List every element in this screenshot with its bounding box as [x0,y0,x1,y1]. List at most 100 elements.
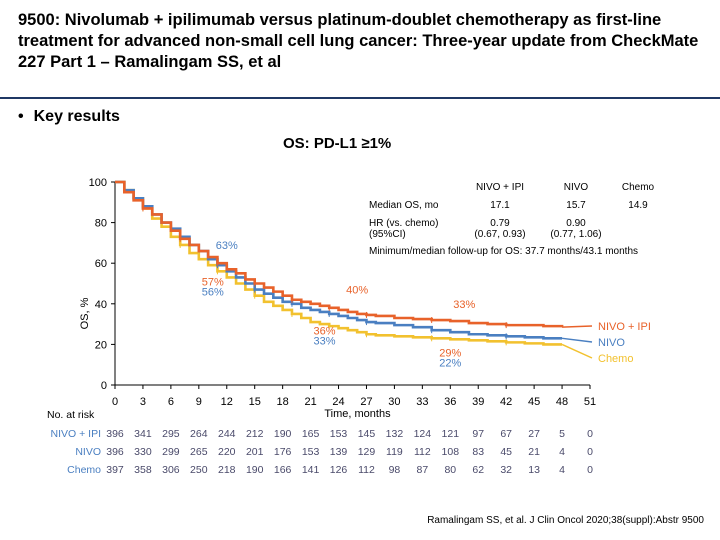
stats-col-header: Chemo [622,182,655,193]
citation: Ramalingam SS, et al. J Clin Oncol 2020;… [427,515,704,526]
risk-cell: 145 [358,428,376,440]
risk-row-label: NIVO [75,446,101,458]
x-tick-label: 9 [196,396,202,408]
chart-title: OS: PD-L1 ≥1% [283,135,392,152]
annotation-label: 33% [453,299,475,311]
bullet-key-results: • Key results [18,108,120,126]
risk-cell: 4 [559,464,565,476]
x-tick-label: 36 [444,396,456,408]
annotation-label: 33% [314,335,336,347]
x-tick-label: 51 [584,396,596,408]
y-tick-label: 20 [95,339,107,351]
risk-cell: 13 [528,464,540,476]
stats-cell: 14.9 [628,200,648,211]
risk-cell: 190 [246,464,264,476]
slide-title: 9500: Nivolumab + ipilimumab versus plat… [18,11,699,71]
x-tick-label: 48 [556,396,568,408]
stats-cell: (0.77, 1.06) [550,229,601,240]
risk-cell: 264 [190,428,208,440]
risk-cell: 112 [358,464,375,476]
stats-row-label: Median OS, mo [369,200,439,211]
risk-cell: 166 [274,464,292,476]
risk-cell: 62 [472,464,484,476]
legend-swatch-0 [562,325,593,328]
x-tick-label: 18 [277,396,289,408]
risk-cell: 132 [386,428,404,440]
stats-footnote: Minimum/median follow-up for OS: 37.7 mo… [369,246,638,257]
annotation-label: 56% [202,287,224,299]
stats-cell: (0.67, 0.93) [474,229,525,240]
risk-cell: 176 [274,446,292,458]
y-tick-label: 100 [89,177,107,189]
title-divider [0,97,720,99]
x-tick-label: 45 [528,396,540,408]
x-axis-label: Time, months [324,408,391,420]
risk-cell: 129 [358,446,376,458]
stats-cell: 0.79 [490,218,510,229]
legend-entry: NIVO [598,337,625,349]
risk-cell: 244 [218,428,236,440]
x-tick-label: 33 [416,396,428,408]
bullet-text: Key results [33,108,120,125]
risk-cell: 112 [414,446,431,458]
risk-cell: 295 [162,428,180,440]
risk-cell: 396 [106,446,124,458]
risk-cell: 265 [190,446,208,458]
x-tick-label: 27 [360,396,372,408]
risk-cell: 358 [134,464,152,476]
risk-cell: 119 [386,446,403,458]
x-tick-label: 39 [472,396,484,408]
x-tick-label: 0 [112,396,118,408]
risk-cell: 45 [500,446,512,458]
risk-cell: 0 [587,446,593,458]
risk-cell: 190 [274,428,292,440]
risk-cell: 306 [162,464,180,476]
x-tick-label: 12 [221,396,233,408]
stats-col-header: NIVO [564,182,589,193]
annotation-label: 29% [439,348,461,360]
x-tick-label: 15 [249,396,261,408]
risk-cell: 139 [330,446,348,458]
risk-cell: 108 [442,446,460,458]
y-axis-label: OS, % [79,297,91,329]
x-tick-label: 30 [388,396,400,408]
risk-cell: 212 [246,428,264,440]
annotation-label: 57% [202,277,224,289]
annotation-label: 40% [346,285,368,297]
risk-cell: 97 [472,428,484,440]
risk-cell: 32 [500,464,512,476]
x-tick-label: 6 [168,396,174,408]
risk-cell: 4 [559,446,565,458]
legend-entry: Chemo [598,353,633,365]
x-tick-label: 24 [332,396,344,408]
risk-cell: 220 [218,446,236,458]
stats-row-label: HR (vs. chemo) [369,218,438,229]
annotation-label: 36% [314,325,336,337]
x-tick-label: 21 [304,396,316,408]
y-tick-label: 0 [101,380,107,392]
y-tick-label: 40 [95,299,107,311]
legend-swatch-2 [561,343,593,359]
risk-cell: 83 [472,446,484,458]
risk-cell: 80 [444,464,456,476]
annotation-label: 63% [216,240,238,252]
risk-cell: 397 [106,464,124,476]
x-tick-label: 42 [500,396,512,408]
risk-cell: 67 [500,428,512,440]
risk-cell: 0 [587,428,593,440]
y-tick-label: 80 [95,218,107,230]
risk-cell: 126 [330,464,348,476]
risk-cell: 98 [389,464,401,476]
risk-cell: 27 [528,428,540,440]
bullet-dot-icon: • [18,108,24,125]
risk-cell: 218 [218,464,236,476]
stats-cell: 0.90 [566,218,586,229]
stats-col-header: NIVO + IPI [476,182,524,193]
risk-cell: 87 [417,464,429,476]
risk-cell: 341 [134,428,152,440]
stats-row-label: (95%CI) [369,229,406,240]
risk-cell: 153 [330,428,348,440]
risk-cell: 396 [106,428,124,440]
risk-cell: 21 [528,446,540,458]
